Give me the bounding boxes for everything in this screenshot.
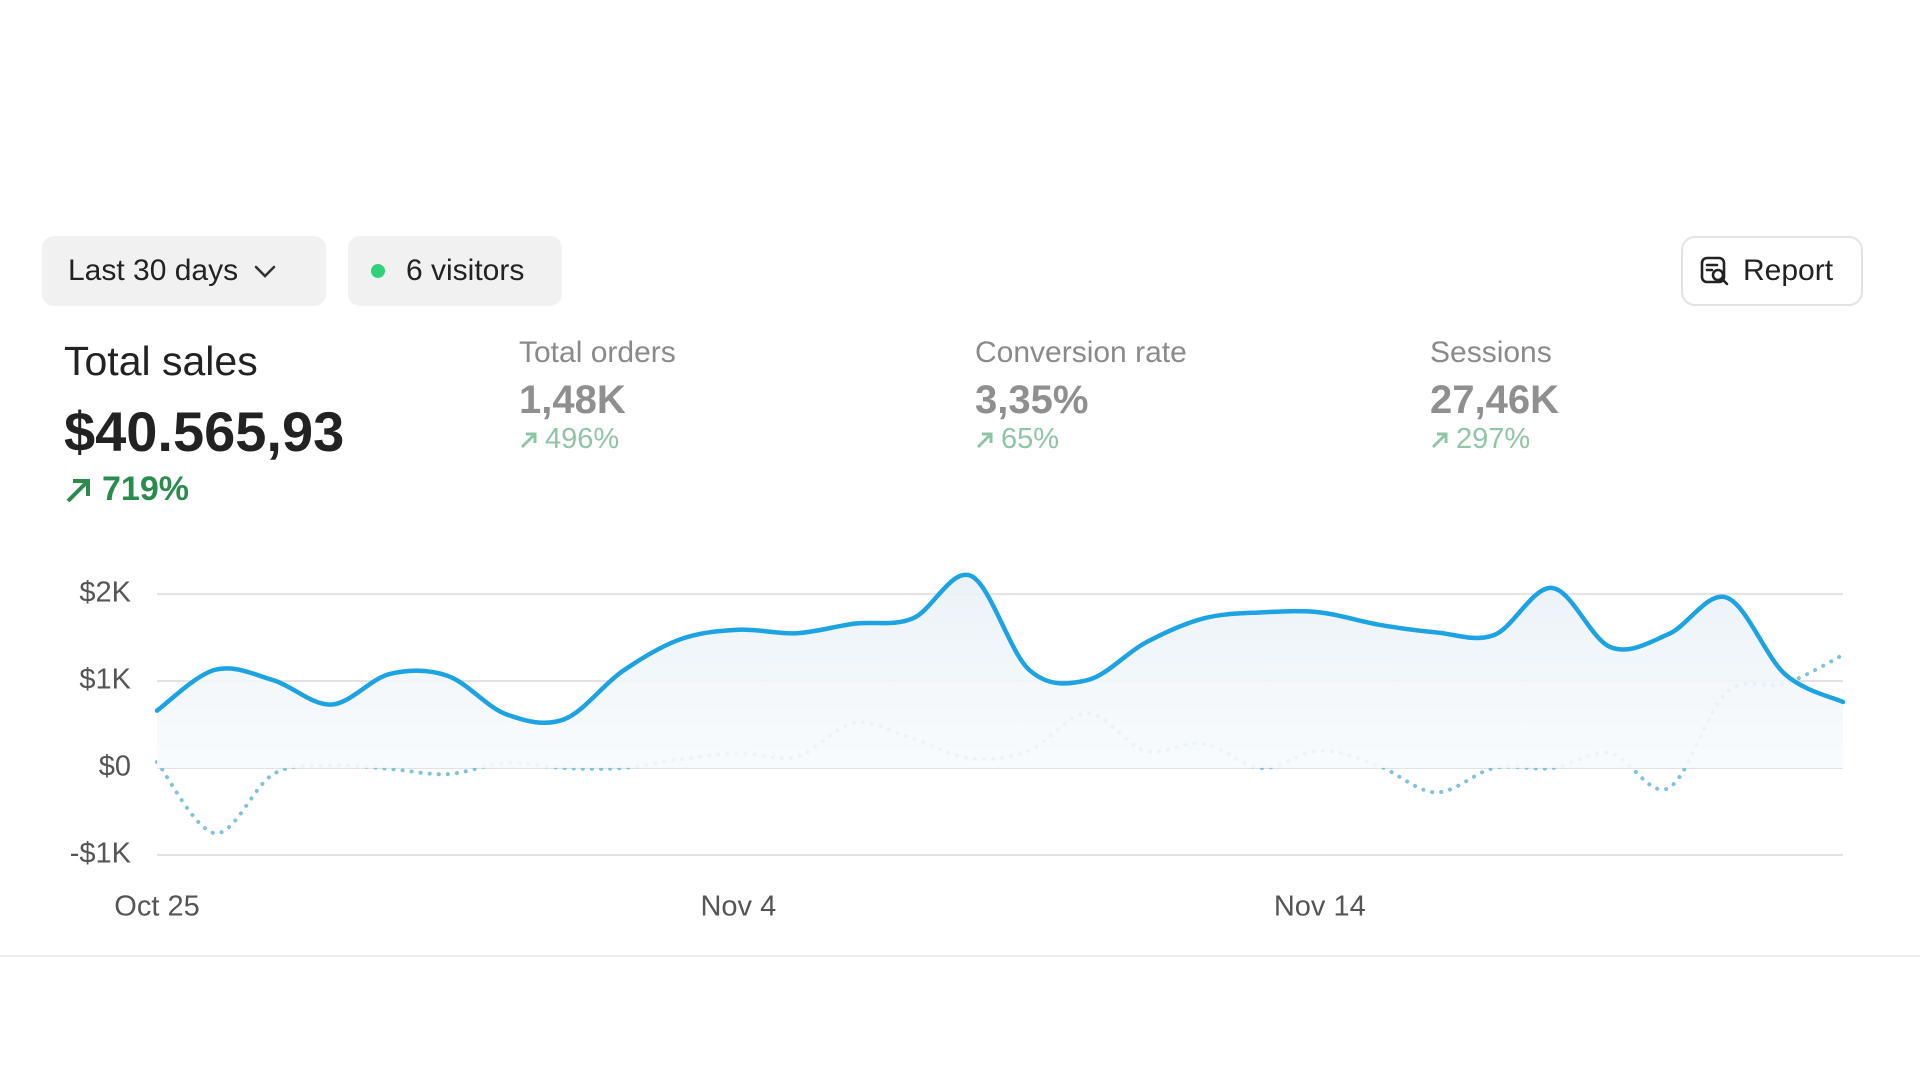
status-dot — [371, 264, 385, 278]
metric-label: Conversion rate — [975, 336, 1187, 369]
metric-total-sales[interactable]: Total sales $40.565,93 719% — [64, 338, 344, 509]
metric-card[interactable]: Conversion rate 3,35% 65% — [975, 336, 1187, 456]
metric-label: Sessions — [1430, 336, 1552, 369]
up-arrow-icon — [520, 432, 537, 448]
up-arrow-icon — [976, 432, 993, 448]
range-dropdown[interactable]: Last 30 days — [42, 236, 326, 306]
metric-change-row: 496% — [519, 423, 676, 456]
metric-label: Total orders — [519, 336, 676, 369]
y-tick-label: $1K — [79, 664, 131, 696]
visitors-pill[interactable]: 6 visitors — [348, 236, 562, 306]
visitors-text: 6 visitors — [406, 254, 525, 287]
up-arrow-icon — [1431, 432, 1448, 448]
up-arrow-icon — [66, 478, 90, 502]
metric-value: 3,35% — [975, 378, 1089, 422]
report-text: Report — [1743, 254, 1834, 287]
report-button[interactable]: Report — [1681, 236, 1863, 306]
metric-card[interactable]: Sessions 27,46K 297% — [1430, 336, 1559, 456]
metric-value: $40.565,93 — [64, 400, 345, 463]
y-tick-label: $2K — [79, 577, 131, 609]
metric-change: 297% — [1456, 423, 1531, 455]
metric-label: Total sales — [64, 338, 258, 384]
metric-value: 1,48K — [519, 378, 626, 422]
metric-change-row: 719% — [64, 470, 344, 509]
metric-change: 65% — [1001, 423, 1060, 455]
metric-change: 719% — [102, 470, 189, 508]
metric-change-row: 65% — [975, 423, 1187, 456]
area-fill — [157, 574, 1843, 769]
metric-change-row: 297% — [1430, 423, 1559, 456]
x-tick-label: Nov 14 — [1274, 891, 1366, 923]
y-tick-label: $0 — [99, 751, 131, 783]
report-icon — [1700, 256, 1729, 286]
range-text: Last 30 days — [68, 254, 239, 287]
x-tick-label: Oct 25 — [114, 891, 199, 923]
sales-line — [154, 572, 1846, 725]
metric-change: 496% — [545, 423, 620, 455]
metric-value: 27,46K — [1430, 378, 1559, 422]
y-tick-label: -$1K — [70, 838, 132, 870]
x-tick-label: Nov 4 — [700, 891, 776, 923]
chevron-icon — [254, 265, 276, 278]
metric-card[interactable]: Total orders 1,48K 496% — [519, 336, 676, 456]
